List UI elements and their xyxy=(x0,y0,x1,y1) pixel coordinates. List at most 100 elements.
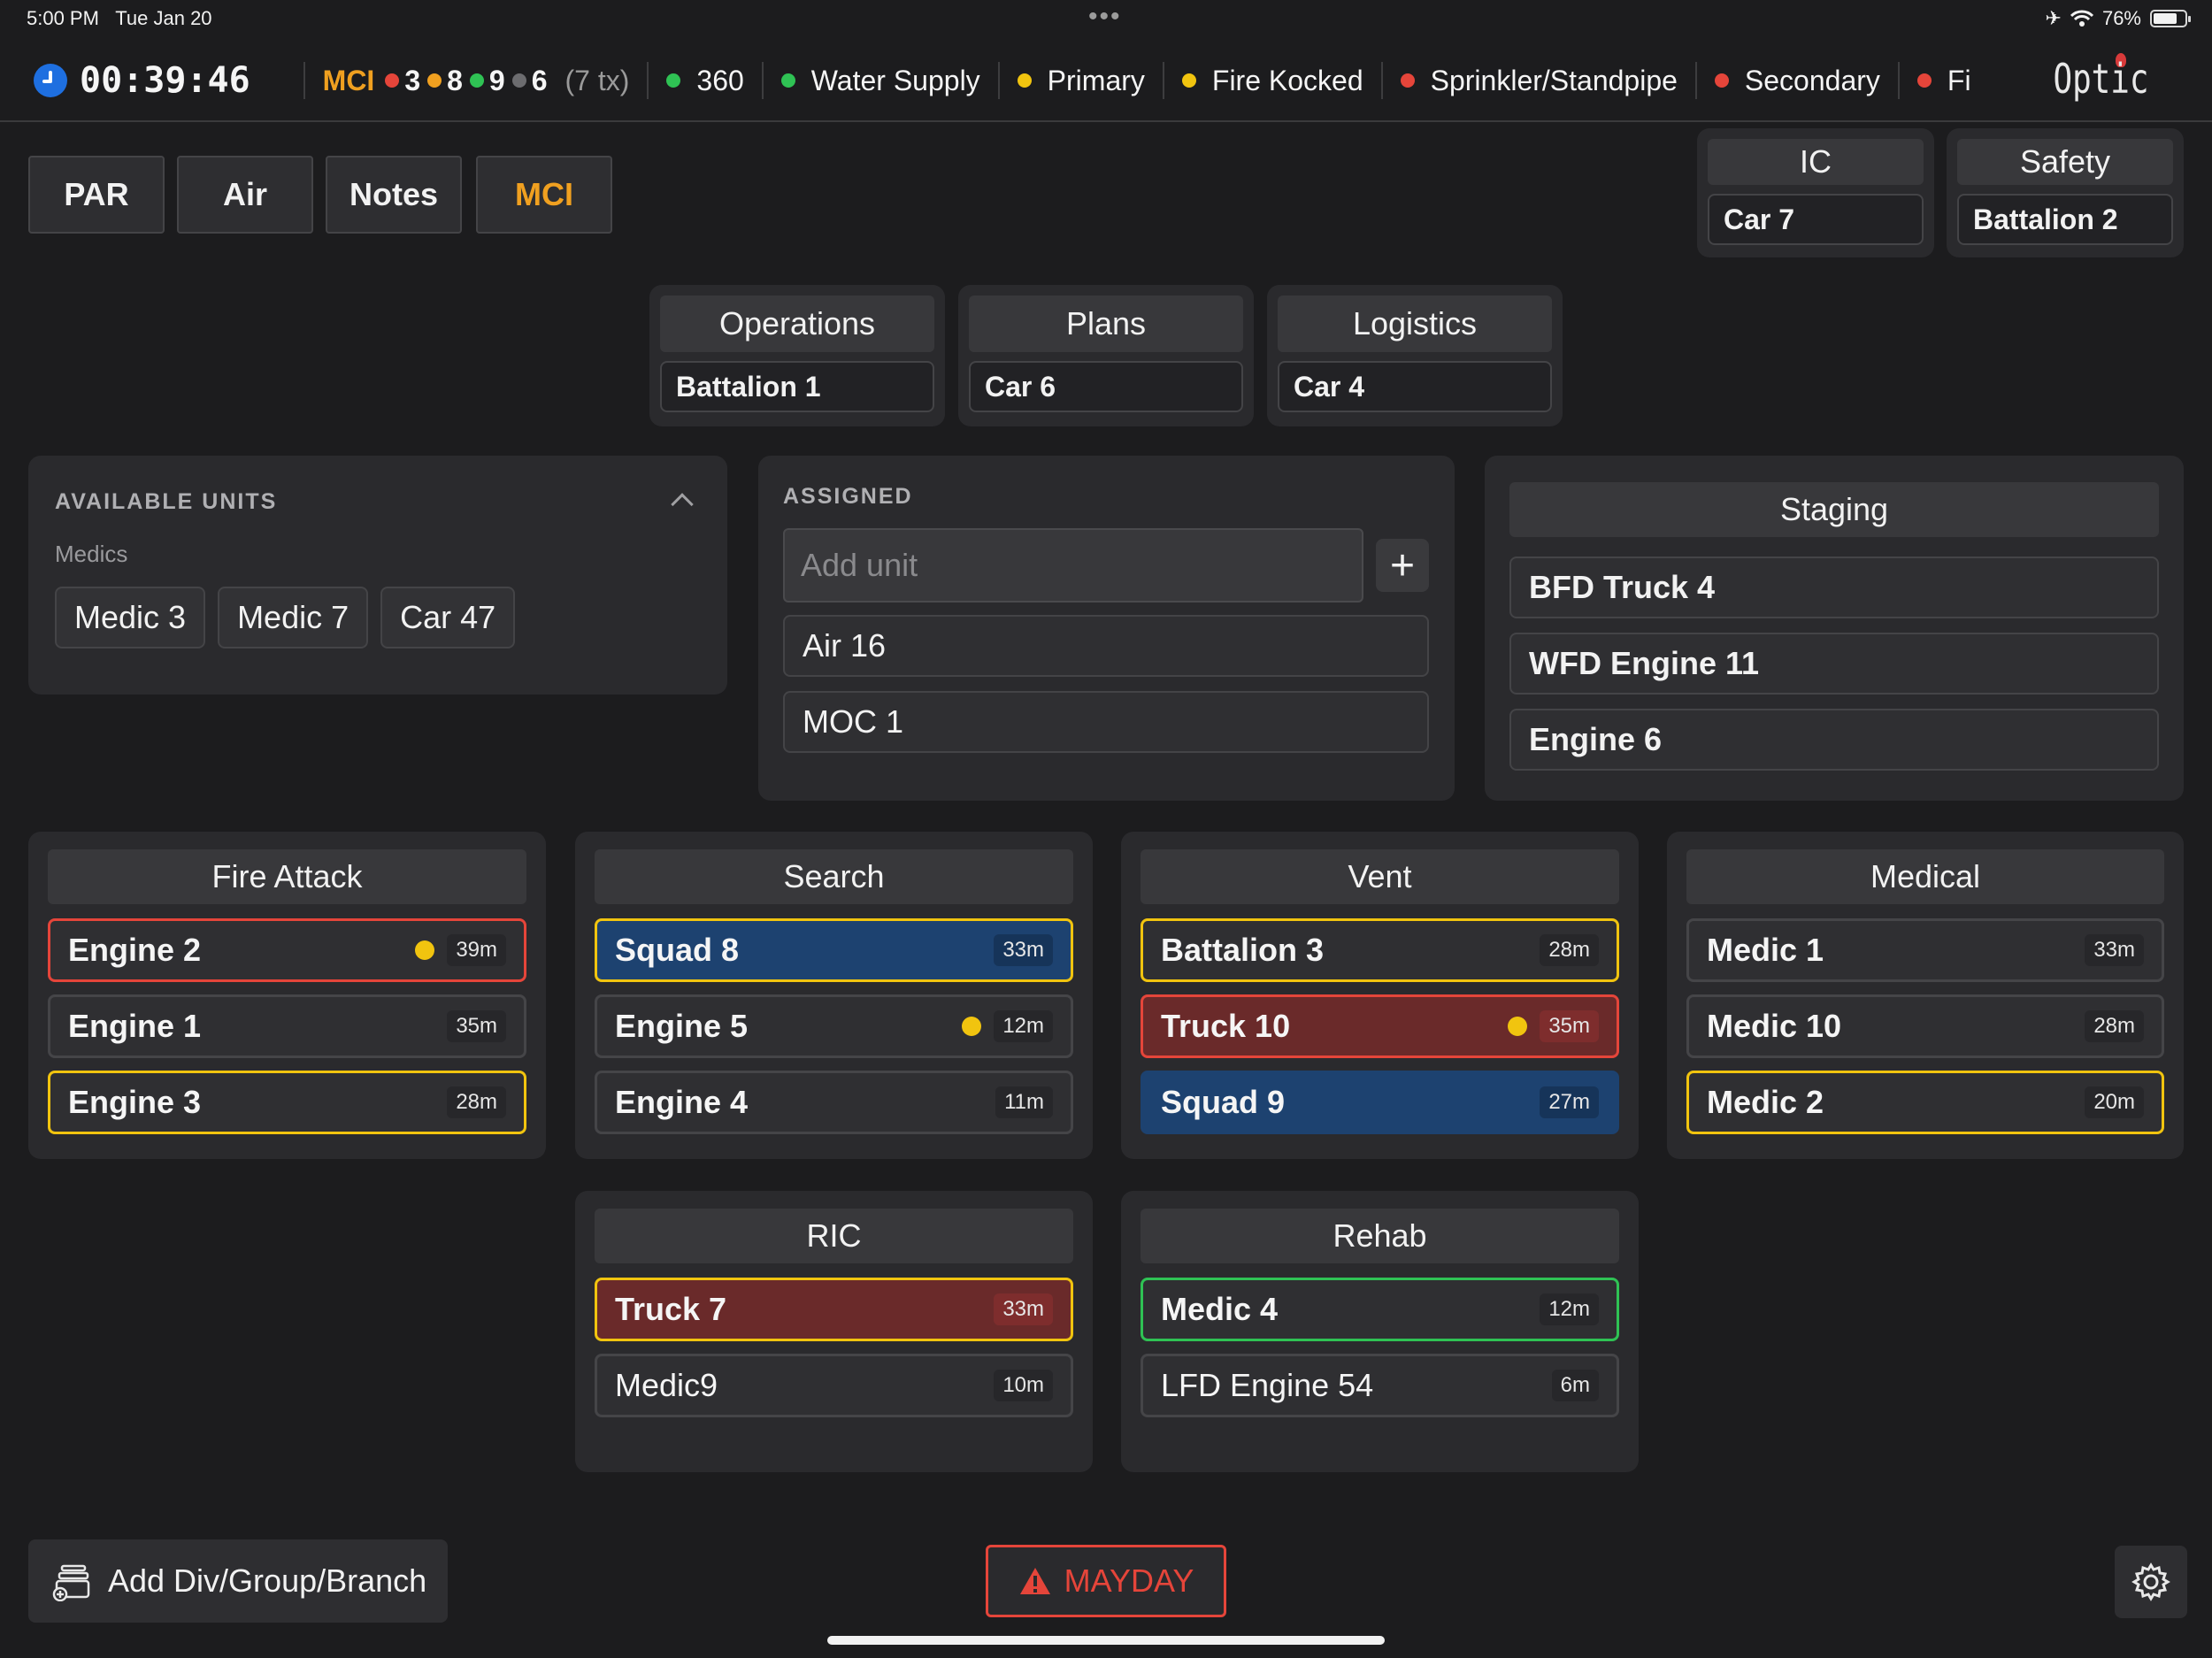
divider xyxy=(761,62,764,99)
orange-dot-icon xyxy=(427,73,442,88)
flame-icon xyxy=(2116,53,2126,67)
unit-card[interactable]: Truck 7 33m xyxy=(595,1278,1073,1341)
mci-red-count: 3 xyxy=(385,65,420,97)
status-dot-icon xyxy=(415,940,435,960)
battery-icon xyxy=(2150,10,2191,27)
tab-mci[interactable]: MCI xyxy=(476,156,612,234)
benchmark-item[interactable]: Fi xyxy=(1916,65,1971,97)
benchmark-item[interactable]: Secondary xyxy=(1714,64,1880,97)
tab-air[interactable]: Air xyxy=(177,156,313,234)
divider xyxy=(1380,62,1383,99)
clock-icon xyxy=(34,64,67,97)
staging-unit-row[interactable]: WFD Engine 11 xyxy=(1509,633,2159,695)
unit-elapsed-time: 28m xyxy=(447,1086,506,1118)
unit-elapsed-time: 28m xyxy=(2085,1010,2144,1042)
benchmark-item[interactable]: Water Supply xyxy=(780,64,980,97)
benchmark-item[interactable]: Sprinkler/Standpipe xyxy=(1400,64,1678,97)
multitasking-dots-icon[interactable]: ••• xyxy=(1088,2,1122,31)
airplane-icon: ✈ xyxy=(2045,7,2062,29)
safety-value[interactable]: Battalion 2 xyxy=(1957,194,2173,245)
available-unit-chip[interactable]: Medic 3 xyxy=(55,587,206,649)
plus-icon: + xyxy=(1389,541,1416,589)
unit-elapsed-time: 33m xyxy=(2085,934,2144,966)
add-unit-button[interactable]: + xyxy=(1376,539,1429,592)
green-dot-icon xyxy=(469,73,484,88)
plans-title: Plans xyxy=(969,296,1243,352)
unit-card[interactable]: Engine 1 35m xyxy=(48,994,526,1058)
safety-box: Safety Battalion 2 xyxy=(1947,128,2184,257)
incident-header: 00:39:46 MCI 3 8 9 6 (7 tx) 360 Water Sup… xyxy=(0,41,2212,122)
assigned-title: ASSIGNED xyxy=(783,484,913,509)
mci-gray-count: 6 xyxy=(511,65,548,97)
staging-panel: Staging BFD Truck 4 WFD Engine 11 Engine… xyxy=(1485,456,2184,801)
red-dot-icon xyxy=(385,73,400,88)
group-title: Vent xyxy=(1141,849,1619,904)
mayday-button[interactable]: MAYDAY xyxy=(986,1545,1226,1617)
battery-percent: 76% xyxy=(2101,7,2141,29)
unit-card[interactable]: Truck 10 35m xyxy=(1141,994,1619,1058)
unit-card[interactable]: Medic9 10m xyxy=(595,1354,1073,1417)
unit-card[interactable]: Engine 2 39m xyxy=(48,918,526,982)
unit-card[interactable]: Squad 9 27m xyxy=(1141,1071,1619,1134)
benchmark-label: Fire Kocked xyxy=(1211,64,1363,96)
tab-notes[interactable]: Notes xyxy=(326,156,462,234)
staging-unit-row[interactable]: Engine 6 xyxy=(1509,709,2159,771)
unit-elapsed-time: 12m xyxy=(1540,1293,1599,1325)
unit-elapsed-time: 10m xyxy=(994,1370,1053,1401)
add-unit-input[interactable]: Add unit xyxy=(783,528,1363,603)
unit-card[interactable]: Medic 1 33m xyxy=(1686,918,2164,982)
unit-card[interactable]: Engine 5 12m xyxy=(595,994,1073,1058)
chevron-up-icon[interactable] xyxy=(671,493,694,516)
unit-card[interactable]: Squad 8 33m xyxy=(595,918,1073,982)
available-unit-chip[interactable]: Car 47 xyxy=(380,587,516,649)
logistics-value[interactable]: Car 4 xyxy=(1278,361,1552,412)
unit-card[interactable]: Medic 2 20m xyxy=(1686,1071,2164,1134)
unit-card[interactable]: LFD Engine 54 6m xyxy=(1141,1354,1619,1417)
settings-button[interactable] xyxy=(2115,1546,2187,1618)
unit-elapsed-time: 12m xyxy=(994,1010,1053,1042)
logistics-title: Logistics xyxy=(1278,296,1552,352)
incident-timer[interactable]: 00:39:46 xyxy=(80,60,250,101)
status-dot-icon xyxy=(962,1017,982,1036)
status-bar-time: 5:00 PM Tue Jan 20 xyxy=(27,7,212,29)
app-logo: Optic xyxy=(2052,55,2148,103)
plans-value[interactable]: Car 6 xyxy=(969,361,1243,412)
add-group-label: Add Div/Group/Branch xyxy=(108,1562,427,1599)
staging-unit-row[interactable]: BFD Truck 4 xyxy=(1509,557,2159,618)
benchmark-item[interactable]: 360 xyxy=(666,65,744,97)
unit-card[interactable]: Medic 4 12m xyxy=(1141,1278,1619,1341)
unit-elapsed-time: 27m xyxy=(1540,1086,1599,1118)
unit-elapsed-time: 11m xyxy=(995,1086,1053,1118)
unit-elapsed-time: 33m xyxy=(994,934,1053,966)
assigned-unit-row[interactable]: Air 16 xyxy=(783,615,1429,677)
tab-par[interactable]: PAR xyxy=(28,156,165,234)
add-group-button[interactable]: Add Div/Group/Branch xyxy=(28,1539,448,1623)
home-indicator[interactable] xyxy=(827,1636,1385,1645)
benchmark-label: Secondary xyxy=(1744,64,1880,96)
divider xyxy=(303,62,305,99)
status-bar-right: ✈ 76% xyxy=(2045,7,2191,30)
benchmark-label: Water Supply xyxy=(810,64,980,96)
group-rehab: Rehab Medic 4 12m LFD Engine 54 6m xyxy=(1121,1191,1639,1472)
unit-card[interactable]: Battalion 3 28m xyxy=(1141,918,1619,982)
operations-value[interactable]: Battalion 1 xyxy=(660,361,934,412)
unit-card[interactable]: Engine 3 28m xyxy=(48,1071,526,1134)
group-medical: Medical Medic 1 33m Medic 10 28m Medic 2 20… xyxy=(1667,832,2184,1159)
available-unit-chip[interactable]: Medic 7 xyxy=(218,587,369,649)
unit-card[interactable]: Engine 4 11m xyxy=(595,1071,1073,1134)
benchmark-item[interactable]: Primary xyxy=(1017,65,1145,97)
available-units-panel: AVAILABLE UNITS Medics Medic 3 Medic 7 C… xyxy=(28,456,727,695)
ic-value[interactable]: Car 7 xyxy=(1708,194,1924,245)
assigned-unit-row[interactable]: MOC 1 xyxy=(783,691,1429,753)
benchmark-item[interactable]: Fire Kocked xyxy=(1181,64,1363,97)
available-units-title: AVAILABLE UNITS xyxy=(55,489,278,514)
group-fire-attack: Fire Attack Engine 2 39m Engine 1 35m Engi… xyxy=(28,832,546,1159)
divider xyxy=(1694,62,1697,99)
status-dot-icon xyxy=(1508,1017,1528,1036)
ic-box: IC Car 7 xyxy=(1697,128,1934,257)
unit-elapsed-time: 6m xyxy=(1551,1370,1599,1401)
mci-summary[interactable]: MCI 3 8 9 6 (7 tx) xyxy=(323,65,630,97)
warning-icon xyxy=(1019,1568,1050,1594)
unit-card[interactable]: Medic 10 28m xyxy=(1686,994,2164,1058)
benchmark-label: Sprinkler/Standpipe xyxy=(1430,64,1678,96)
